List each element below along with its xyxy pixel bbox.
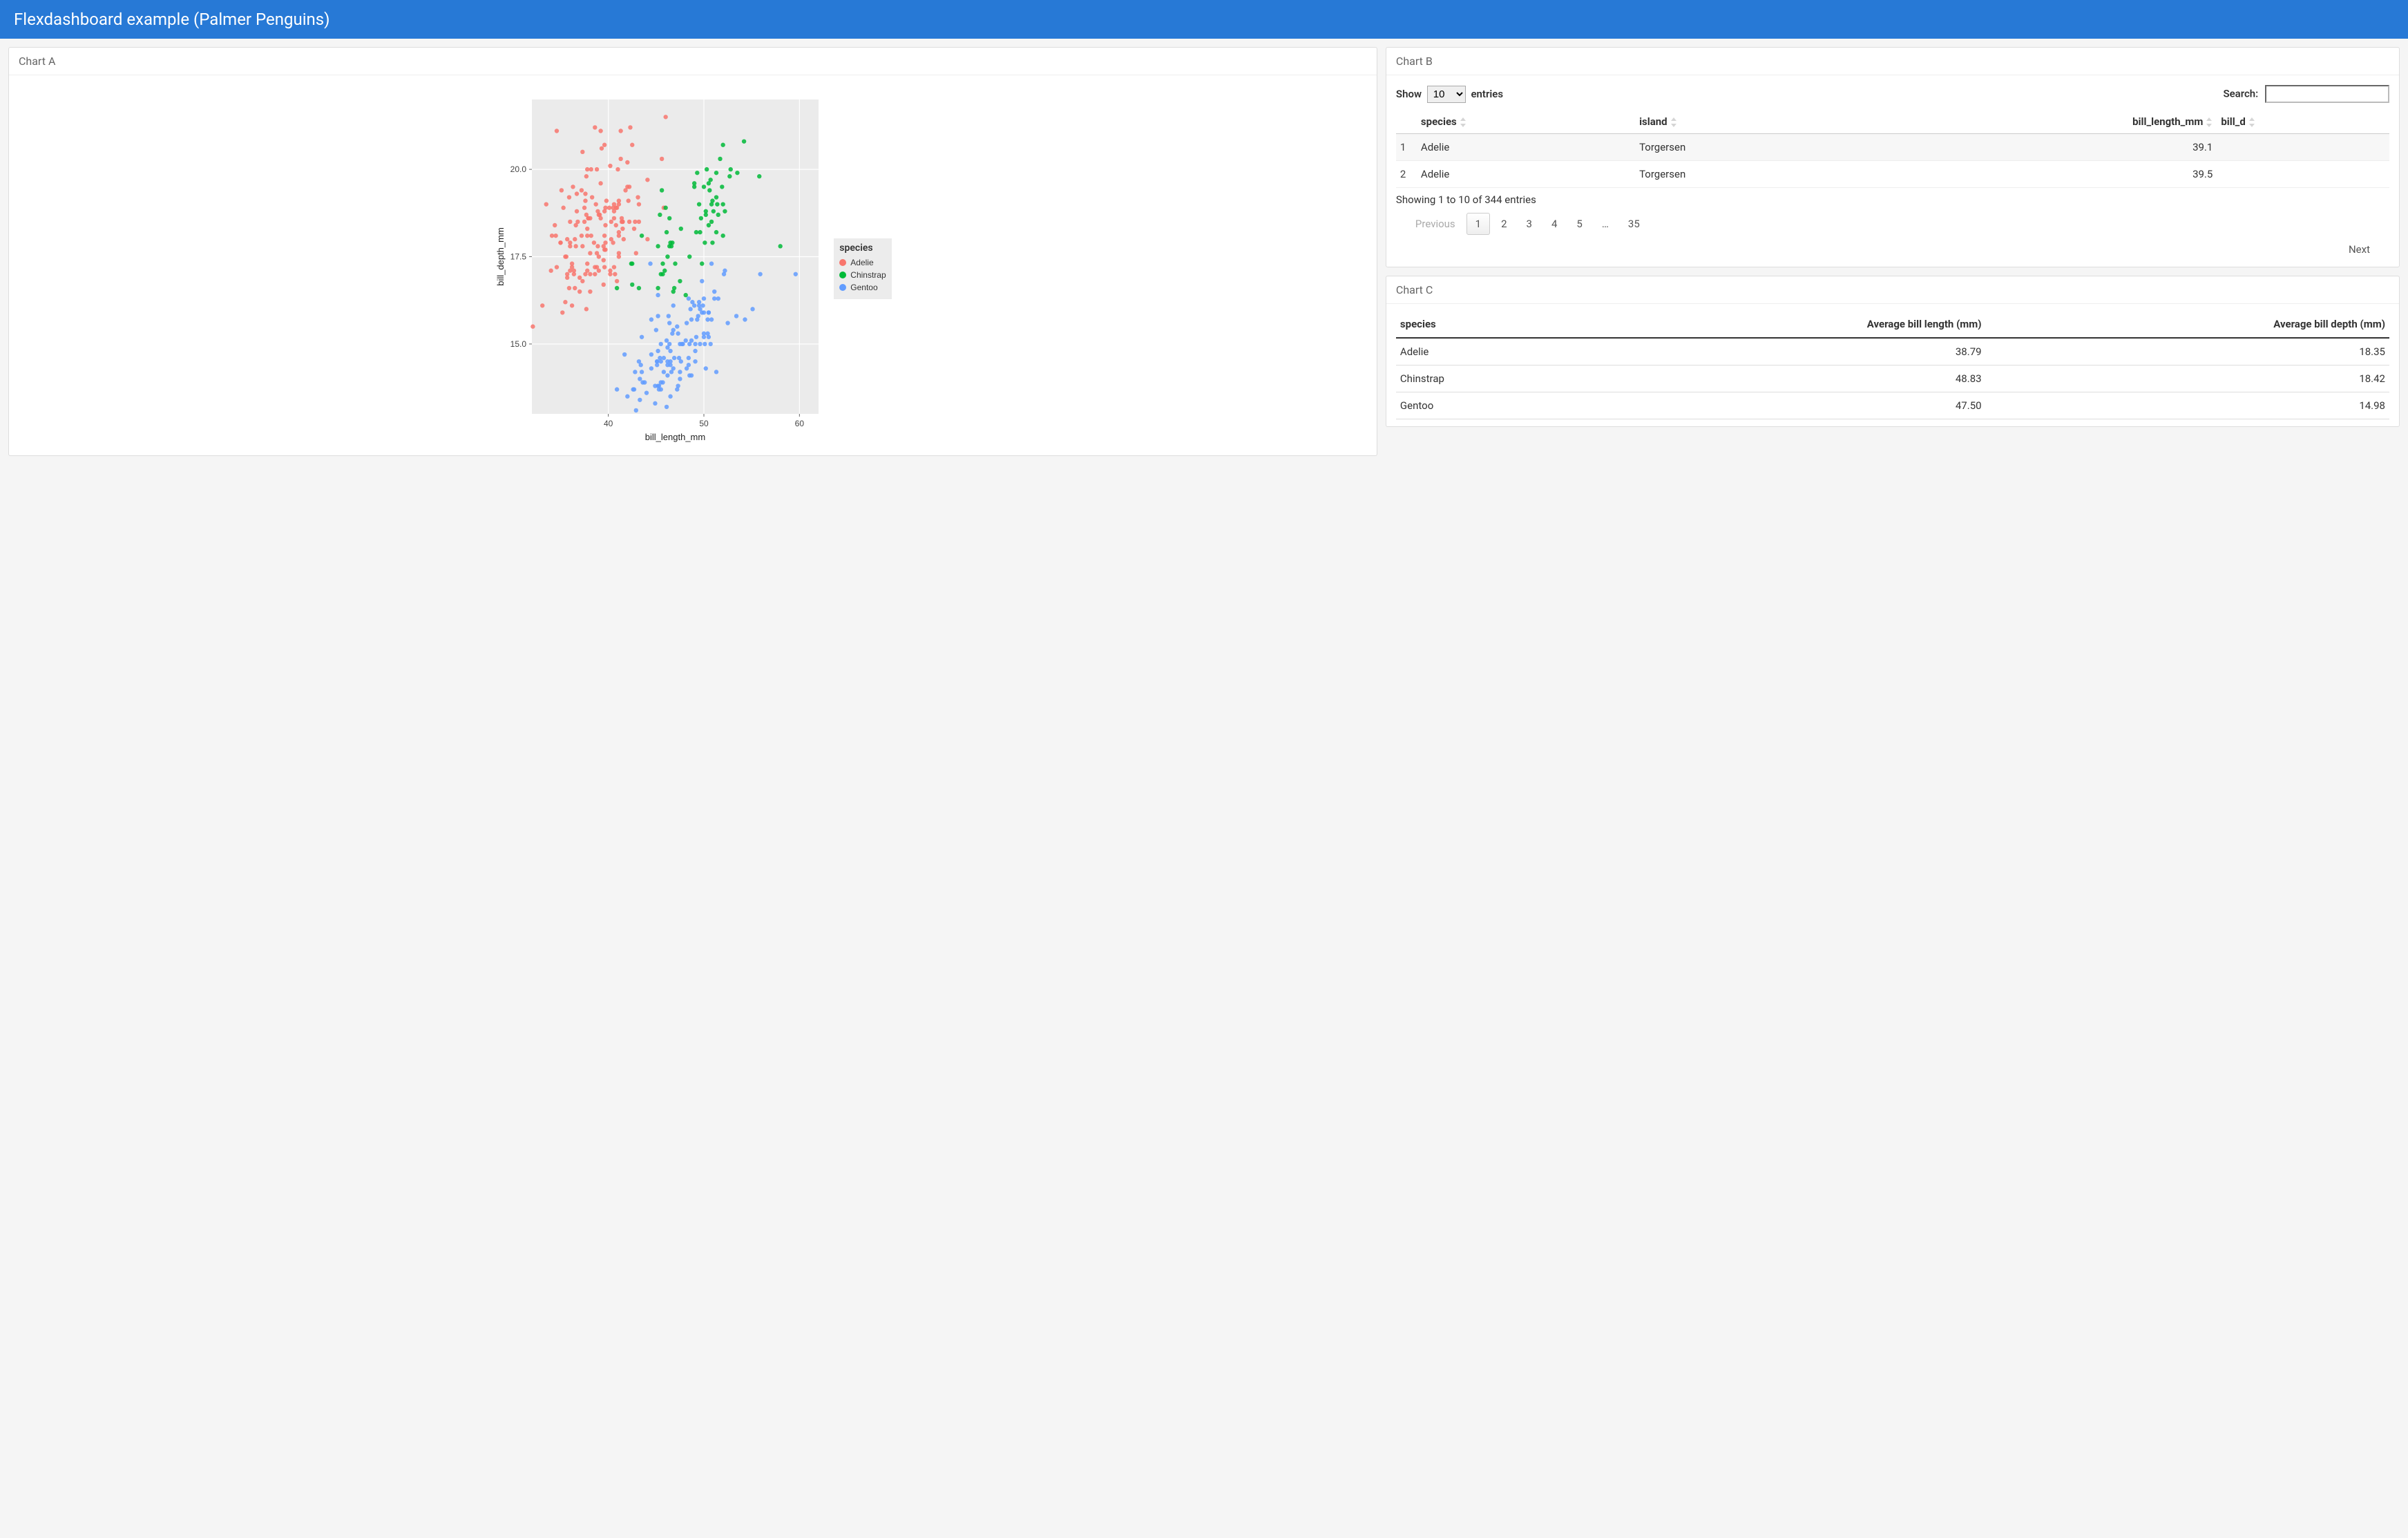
cell-bill-length: 39.5	[1857, 161, 2217, 188]
svg-text:50: 50	[700, 419, 709, 428]
panel-chart-a: Chart A 40 50 60 15.0 17.5 20.0 bill_length_mm…	[8, 47, 1377, 456]
length-select[interactable]: 102550100	[1427, 86, 1466, 103]
legend-label: Chinstrap	[850, 270, 886, 280]
cell-bill-depth-clip	[2217, 134, 2389, 161]
legend-item: Chinstrap	[839, 269, 886, 281]
svg-text:40: 40	[604, 419, 613, 428]
column-header[interactable]: bill_length_mm	[1857, 110, 2217, 134]
dashboard-container: Chart A 40 50 60 15.0 17.5 20.0 bill_length_mm…	[0, 39, 2408, 464]
svg-text:bill_depth_mm: bill_depth_mm	[495, 227, 506, 286]
table-row: 1AdelieTorgersen39.1	[1396, 134, 2389, 161]
page-header: Flexdashboard example (Palmer Penguins)	[0, 0, 2408, 39]
show-label-post: entries	[1471, 88, 1503, 100]
svg-text:20.0: 20.0	[510, 164, 527, 174]
data-table: speciesislandbill_length_mmbill_d 1Adeli…	[1396, 110, 2389, 188]
summary-header: Average bill length (mm)	[1572, 311, 1985, 338]
summary-header: Average bill depth (mm)	[1986, 311, 2389, 338]
svg-text:bill_length_mm: bill_length_mm	[645, 432, 705, 442]
legend-item: Adelie	[839, 256, 886, 269]
table-row: 2AdelieTorgersen39.5	[1396, 161, 2389, 188]
row-index: 2	[1396, 161, 1417, 188]
page-button[interactable]: 4	[1543, 213, 1565, 234]
show-label-pre: Show	[1396, 88, 1422, 100]
scatter-plot: 40 50 60 15.0 17.5 20.0 bill_length_mm bill_dep…	[494, 89, 825, 448]
datatable-controls: Show 102550100 entries Search:	[1396, 82, 2389, 110]
summary-table: speciesAverage bill length (mm)Average b…	[1396, 311, 2389, 419]
legend: species Adelie Chinstrap Gentoo	[834, 238, 891, 299]
svg-text:17.5: 17.5	[510, 252, 527, 262]
cell-bill-depth-clip	[2217, 161, 2389, 188]
summary-length: 47.50	[1572, 392, 1985, 419]
cell-species: Adelie	[1417, 134, 1635, 161]
panel-title-b: Chart B	[1386, 48, 2399, 75]
summary-depth: 18.35	[1986, 338, 2389, 365]
datatable-body: Show 102550100 entries Search: speciesis…	[1386, 75, 2399, 267]
legend-swatch	[839, 284, 846, 291]
pagination: Previous12345…35	[1396, 210, 2389, 239]
summary-header: species	[1396, 311, 1573, 338]
cell-island: Torgersen	[1635, 134, 1857, 161]
summary-depth: 14.98	[1986, 392, 2389, 419]
page-button[interactable]: 3	[1518, 213, 1540, 234]
table-info: Showing 1 to 10 of 344 entries	[1396, 188, 2389, 210]
legend-label: Gentoo	[850, 283, 877, 292]
svg-text:60: 60	[795, 419, 805, 428]
scatter-svg: 40 50 60 15.0 17.5 20.0 bill_length_mm bill_dep…	[494, 89, 825, 448]
page-title: Flexdashboard example (Palmer Penguins)	[14, 10, 330, 29]
summary-row: Adelie38.7918.35	[1396, 338, 2389, 365]
left-column: Chart A 40 50 60 15.0 17.5 20.0 bill_length_mm…	[8, 47, 1377, 456]
column-header[interactable]	[1396, 110, 1417, 134]
cell-island: Torgersen	[1635, 161, 1857, 188]
summary-species: Gentoo	[1396, 392, 1573, 419]
legend-swatch	[839, 272, 846, 278]
panel-title-c: Chart C	[1386, 276, 2399, 304]
table-header-row: speciesislandbill_length_mmbill_d	[1396, 110, 2389, 134]
summary-header-row: speciesAverage bill length (mm)Average b…	[1396, 311, 2389, 338]
page-button[interactable]: 2	[1493, 213, 1515, 234]
search-control: Search:	[2223, 85, 2389, 103]
column-header[interactable]: species	[1417, 110, 1635, 134]
panel-title-a: Chart A	[9, 48, 1377, 75]
summary-depth: 18.42	[1986, 365, 2389, 392]
next-button[interactable]: Next	[2340, 239, 2378, 260]
summary-length: 38.79	[1572, 338, 1985, 365]
length-control: Show 102550100 entries	[1396, 86, 1503, 103]
legend-item: Gentoo	[839, 281, 886, 294]
column-header[interactable]: bill_d	[2217, 110, 2389, 134]
column-header[interactable]: island	[1635, 110, 1857, 134]
search-label: Search:	[2223, 88, 2258, 100]
page-button: …	[1594, 213, 1617, 234]
search-input[interactable]	[2265, 85, 2389, 103]
summary-length: 48.83	[1572, 365, 1985, 392]
svg-text:15.0: 15.0	[510, 339, 527, 349]
chart-a-body: 40 50 60 15.0 17.5 20.0 bill_length_mm bill_dep…	[9, 75, 1377, 455]
panel-chart-c: Chart C speciesAverage bill length (mm)A…	[1386, 276, 2400, 427]
page-button[interactable]: 35	[1620, 213, 1648, 234]
legend-title: species	[839, 243, 886, 254]
cell-bill-length: 39.1	[1857, 134, 2217, 161]
summary-species: Adelie	[1396, 338, 1573, 365]
panel-chart-b: Chart B Show 102550100 entries Search: s…	[1386, 47, 2400, 267]
summary-body: speciesAverage bill length (mm)Average b…	[1386, 304, 2399, 426]
cell-species: Adelie	[1417, 161, 1635, 188]
row-index: 1	[1396, 134, 1417, 161]
summary-species: Chinstrap	[1396, 365, 1573, 392]
legend-label: Adelie	[850, 258, 873, 267]
summary-row: Chinstrap48.8318.42	[1396, 365, 2389, 392]
summary-row: Gentoo47.5014.98	[1396, 392, 2389, 419]
page-button[interactable]: 5	[1568, 213, 1590, 234]
legend-swatch	[839, 259, 846, 266]
right-column: Chart B Show 102550100 entries Search: s…	[1386, 47, 2400, 456]
previous-button[interactable]: Previous	[1407, 213, 1464, 234]
page-button[interactable]: 1	[1466, 213, 1490, 235]
